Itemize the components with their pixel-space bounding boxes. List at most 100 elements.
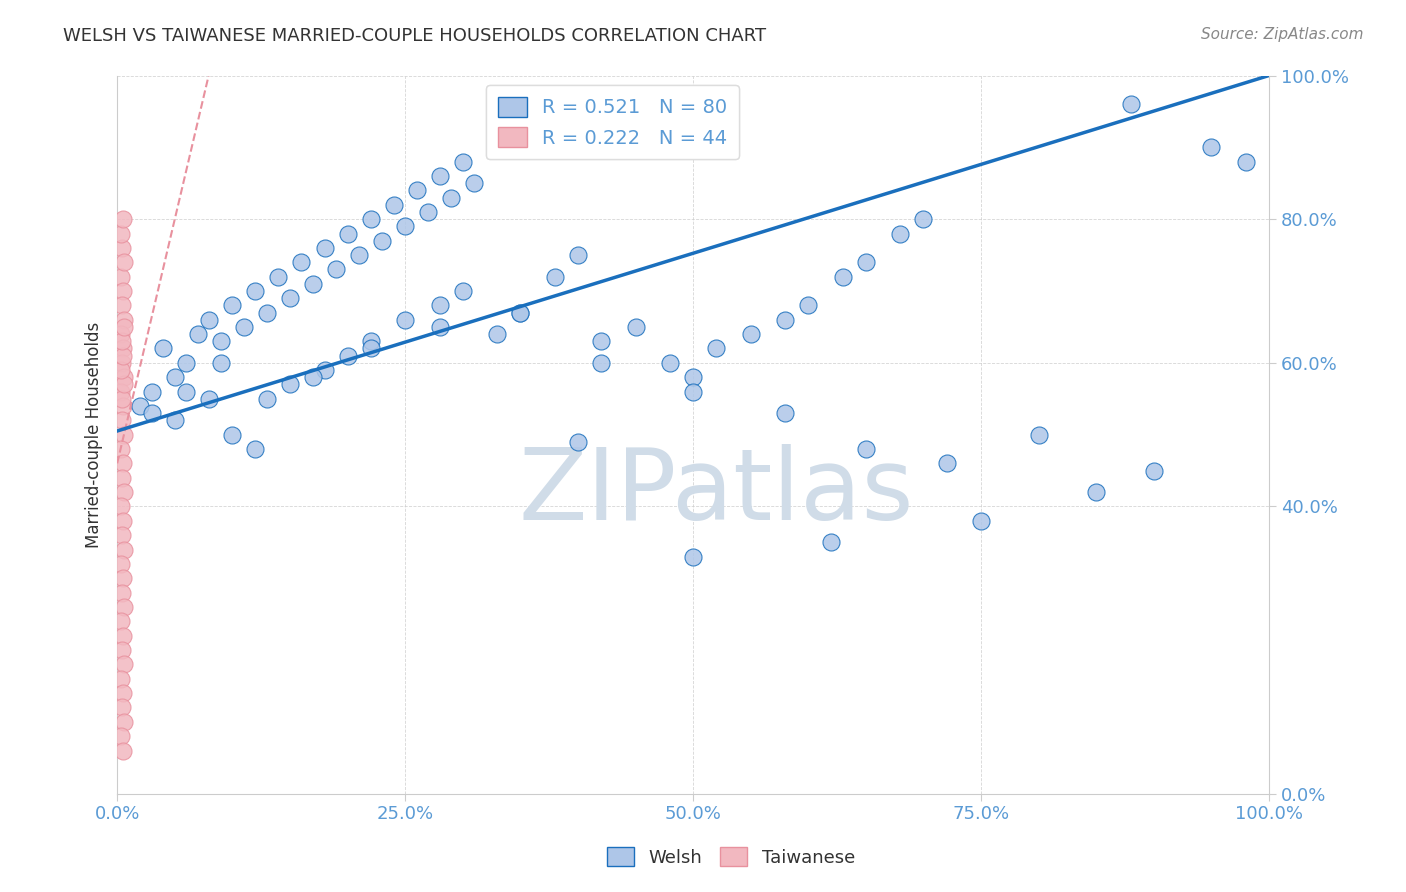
Point [509, 305, 531, 319]
Point [141, 406, 163, 420]
Point [129, 399, 152, 413]
Point [544, 269, 567, 284]
Point [110, 557, 132, 571]
Point [624, 319, 647, 334]
Point [336, 227, 359, 241]
Point [855, 255, 877, 269]
Point [176, 356, 198, 370]
Point [112, 485, 135, 500]
Point [111, 528, 134, 542]
Point [1085, 485, 1108, 500]
Point [110, 500, 132, 514]
Point [163, 370, 186, 384]
Point [486, 327, 509, 342]
Point [111, 456, 134, 470]
Point [429, 298, 451, 312]
Point [110, 442, 132, 456]
Point [1028, 427, 1050, 442]
Point [302, 370, 325, 384]
Point [440, 191, 463, 205]
Point [221, 298, 243, 312]
Point [567, 434, 589, 449]
Point [111, 212, 134, 227]
Point [112, 377, 135, 392]
Point [589, 334, 612, 349]
Point [394, 312, 416, 326]
Point [232, 319, 254, 334]
Point [221, 427, 243, 442]
Point [463, 176, 485, 190]
Point [111, 471, 134, 485]
Point [111, 349, 134, 363]
Point [659, 356, 682, 370]
Point [111, 585, 134, 599]
Point [111, 334, 134, 349]
Point [360, 334, 382, 349]
Text: ZIPatlas: ZIPatlas [519, 443, 914, 541]
Point [112, 312, 135, 326]
Text: WELSH VS TAIWANESE MARRIED-COUPLE HOUSEHOLDS CORRELATION CHART: WELSH VS TAIWANESE MARRIED-COUPLE HOUSEH… [63, 27, 766, 45]
Point [111, 571, 134, 585]
Point [111, 643, 134, 657]
Point [855, 442, 877, 456]
Point [589, 356, 612, 370]
Point [110, 729, 132, 743]
Point [112, 427, 135, 442]
Point [111, 514, 134, 528]
Point [111, 356, 134, 370]
Point [111, 743, 134, 757]
Point [325, 262, 347, 277]
Point [110, 672, 132, 686]
Point [245, 284, 267, 298]
Point [820, 535, 842, 549]
Point [451, 284, 474, 298]
Point [970, 514, 993, 528]
Point [682, 549, 704, 564]
Point [797, 298, 820, 312]
Point [267, 269, 290, 284]
Point [889, 227, 911, 241]
Point [371, 234, 394, 248]
Point [302, 277, 325, 291]
Point [112, 370, 135, 384]
Point [110, 227, 132, 241]
Point [1201, 140, 1223, 154]
Legend: Welsh, Taiwanese: Welsh, Taiwanese [600, 840, 862, 874]
Point [187, 327, 209, 342]
Point [418, 205, 440, 219]
Point [290, 255, 312, 269]
Text: Source: ZipAtlas.com: Source: ZipAtlas.com [1201, 27, 1364, 42]
Point [429, 169, 451, 183]
Point [112, 599, 135, 614]
Point [429, 319, 451, 334]
Point [278, 377, 301, 392]
Point [198, 312, 221, 326]
Point [111, 284, 134, 298]
Point [740, 327, 762, 342]
Point [111, 686, 134, 700]
Point [1143, 463, 1166, 477]
Point [111, 298, 134, 312]
Point [831, 269, 853, 284]
Point [112, 255, 135, 269]
Point [336, 349, 359, 363]
Point [112, 657, 135, 672]
Point [567, 248, 589, 262]
Point [110, 269, 132, 284]
Point [704, 342, 727, 356]
Point [314, 241, 336, 255]
Point [405, 183, 427, 197]
Point [163, 413, 186, 427]
Point [682, 384, 704, 399]
Point [1234, 154, 1257, 169]
Point [451, 154, 474, 169]
Point [176, 384, 198, 399]
Point [111, 392, 134, 406]
Point [382, 198, 405, 212]
Point [110, 384, 132, 399]
Point [245, 442, 267, 456]
Point [152, 342, 174, 356]
Point [394, 219, 416, 234]
Point [773, 406, 796, 420]
Point [509, 305, 531, 319]
